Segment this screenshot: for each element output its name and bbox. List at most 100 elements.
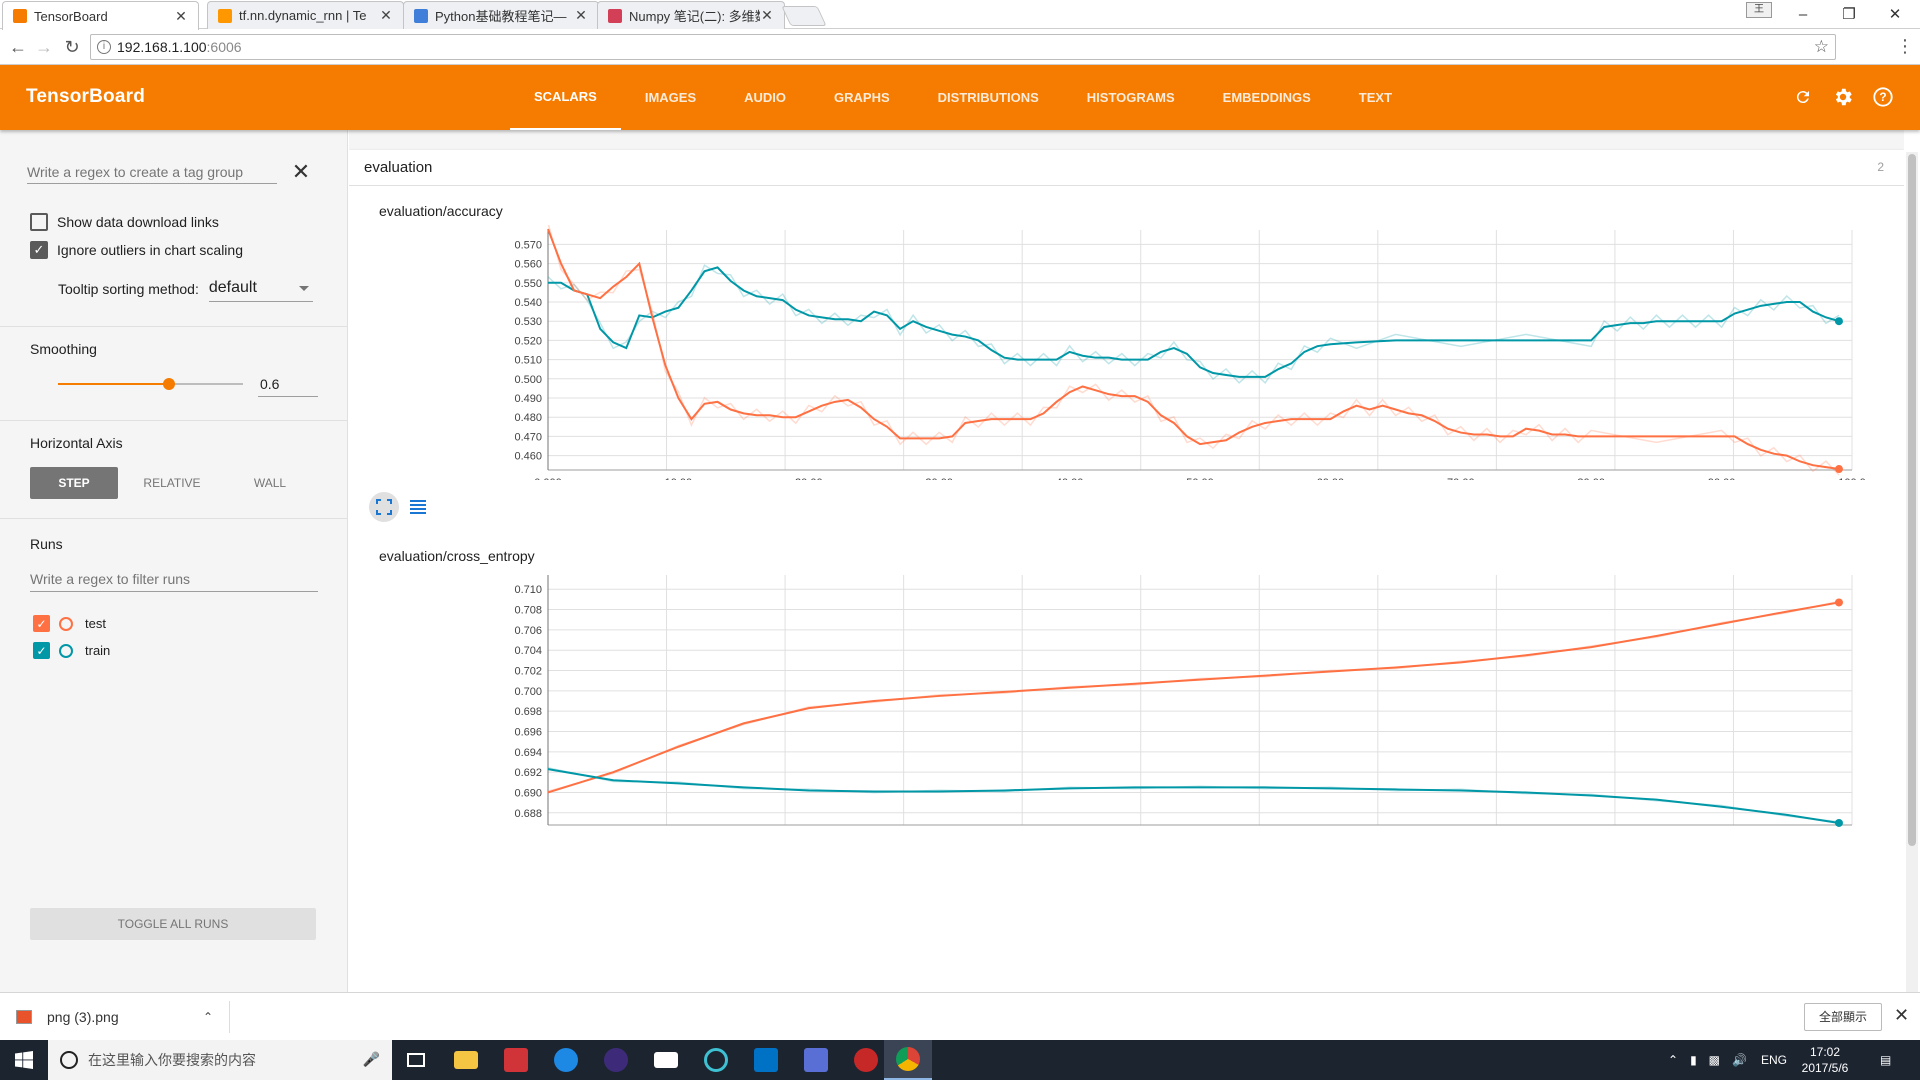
- ignore-outliers-toggle[interactable]: ✓ Ignore outliers in chart scaling: [30, 241, 243, 259]
- run-name: test: [85, 616, 106, 631]
- expand-chart-icon[interactable]: [369, 492, 399, 522]
- tab-audio[interactable]: AUDIO: [744, 90, 787, 105]
- tab-close-icon[interactable]: ✕: [175, 7, 187, 24]
- axis-option-step[interactable]: STEP: [30, 467, 118, 499]
- tab-text[interactable]: TEXT: [1358, 90, 1393, 105]
- smoothing-value-input[interactable]: 0.6: [258, 373, 318, 397]
- tab-scalars[interactable]: SCALARS: [510, 65, 621, 130]
- outlook-icon[interactable]: [742, 1040, 790, 1080]
- tab-histograms[interactable]: HISTOGRAMS: [1086, 90, 1175, 105]
- tab-graphs[interactable]: GRAPHS: [834, 90, 890, 105]
- smoothing-slider-knob[interactable]: [163, 378, 175, 390]
- chart-title-cross-entropy: evaluation/cross_entropy: [379, 548, 535, 564]
- help-icon[interactable]: ?: [1871, 85, 1895, 109]
- close-window-icon[interactable]: ✕: [1888, 6, 1902, 23]
- language-indicator[interactable]: ENG: [1760, 1053, 1787, 1067]
- url-field[interactable]: i 192.168.1.100:6006 ☆: [90, 34, 1836, 60]
- y-tick-label: 0.704: [514, 645, 542, 657]
- download-item[interactable]: png (3).png ⌃: [16, 1001, 230, 1033]
- battery-icon[interactable]: ▮: [1690, 1053, 1697, 1067]
- chart-grid: [547, 575, 1853, 825]
- back-icon[interactable]: ←: [9, 36, 27, 57]
- action-center-icon[interactable]: ▤: [1880, 1053, 1892, 1067]
- tag-group-header[interactable]: evaluation 2: [349, 150, 1904, 186]
- close-download-bar-icon[interactable]: ✕: [1894, 1005, 1910, 1025]
- clear-regex-icon[interactable]: ✕: [291, 159, 311, 184]
- tray-chevron-up-icon[interactable]: ⌃: [1668, 1053, 1679, 1067]
- tab-title: tf.nn.dynamic_rnn | Te: [239, 8, 367, 23]
- y-tick-label: 0.550: [514, 278, 542, 290]
- smoothing-slider-fill: [58, 383, 169, 385]
- cross-entropy-chart[interactable]: 0.688 0.690 0.692 0.694 0.696 0.698 0.700 0.702…: [349, 570, 1904, 830]
- taskbar-search-box[interactable]: 在这里输入你要搜索的内容 🎤: [48, 1040, 392, 1080]
- scrollbar-thumb[interactable]: [1908, 154, 1916, 846]
- x-tick-label: 70.00: [1447, 477, 1475, 480]
- chrome-taskbar-icon[interactable]: [884, 1040, 932, 1080]
- accuracy-chart[interactable]: 0.460 0.470 0.480 0.490 0.500 0.510 0.520 0.530…: [349, 225, 1904, 480]
- tab-embeddings[interactable]: EMBEDDINGS: [1222, 90, 1311, 105]
- windows-start-icon[interactable]: [0, 1040, 48, 1080]
- smoothing-slider[interactable]: [58, 378, 243, 390]
- settings-gear-icon[interactable]: [1831, 85, 1855, 109]
- app-red-icon[interactable]: [492, 1040, 540, 1080]
- taskbar-clock[interactable]: 17:02 2017/5/6: [1790, 1044, 1860, 1076]
- mail-icon[interactable]: [642, 1040, 690, 1080]
- run-checkbox[interactable]: ✓: [33, 615, 50, 632]
- file-explorer-icon[interactable]: [442, 1040, 490, 1080]
- tab-images[interactable]: IMAGES: [644, 90, 697, 105]
- edge-browser-icon[interactable]: [542, 1040, 590, 1080]
- task-view-icon[interactable]: [392, 1040, 440, 1080]
- toggle-log-scale-icon[interactable]: [403, 492, 433, 522]
- browser-menu-icon[interactable]: ⋮: [1896, 36, 1914, 56]
- toggle-all-runs-button[interactable]: TOGGLE ALL RUNS: [30, 908, 316, 940]
- series-line-train: [548, 266, 1840, 378]
- browser-tab[interactable]: Numpy 笔记(二): 多维数 ✕: [597, 1, 785, 29]
- browser-tab[interactable]: tf.nn.dynamic_rnn | Te ✕: [207, 1, 404, 29]
- microphone-icon[interactable]: 🎤: [362, 1051, 380, 1067]
- browser-tab[interactable]: TensorBoard ✕: [2, 1, 199, 30]
- browser-tab[interactable]: Python基础教程笔记— ✕: [403, 1, 599, 29]
- axis-option-relative[interactable]: RELATIVE: [143, 476, 201, 490]
- run-row-train[interactable]: ✓ train: [33, 642, 110, 659]
- new-tab-button[interactable]: [781, 6, 827, 26]
- tooltip-sorting-select[interactable]: default: [208, 276, 313, 302]
- axis-option-wall[interactable]: WALL: [253, 476, 287, 490]
- network-tool-icon[interactable]: [792, 1040, 840, 1080]
- info-icon[interactable]: i: [97, 40, 111, 54]
- network-icon[interactable]: ▩: [1708, 1053, 1721, 1067]
- bookmark-star-icon[interactable]: ☆: [1813, 37, 1829, 56]
- chevron-up-icon[interactable]: ⌃: [202, 1010, 213, 1024]
- show-all-downloads-button[interactable]: 全部顯示: [1804, 1003, 1882, 1031]
- search-app-icon[interactable]: [692, 1040, 740, 1080]
- browser-tab-strip: TensorBoard ✕ tf.nn.dynamic_rnn | Te ✕ Pytho…: [0, 0, 1920, 30]
- show-download-links-toggle[interactable]: Show data download links: [30, 213, 219, 231]
- eclipse-icon[interactable]: [592, 1040, 640, 1080]
- app-tools-icon[interactable]: [842, 1040, 890, 1080]
- system-tray: ⌃ ▮ ▩ 🔊 ENG: [1668, 1040, 1787, 1080]
- divider: [0, 518, 348, 519]
- refresh-icon[interactable]: [1791, 85, 1815, 109]
- tag-regex-input[interactable]: [27, 160, 277, 184]
- horizontal-axis-title: Horizontal Axis: [30, 435, 123, 451]
- tooltip-sorting-label: Tooltip sorting method:: [58, 281, 199, 297]
- maximize-icon[interactable]: ❐: [1842, 6, 1856, 23]
- tab-close-icon[interactable]: ✕: [761, 7, 773, 23]
- show-download-links-checkbox[interactable]: [30, 213, 48, 231]
- page-scrollbar[interactable]: [1906, 152, 1918, 992]
- forward-icon[interactable]: →: [35, 36, 53, 57]
- tab-close-icon[interactable]: ✕: [575, 7, 587, 23]
- clock-date: 2017/5/6: [1801, 1061, 1849, 1075]
- volume-icon[interactable]: 🔊: [1732, 1053, 1747, 1067]
- run-row-test[interactable]: ✓ test: [33, 615, 106, 632]
- tooltip-sorting-row: Tooltip sorting method: default: [58, 276, 313, 302]
- minimize-icon[interactable]: –: [1798, 5, 1808, 23]
- ignore-outliers-checkbox[interactable]: ✓: [30, 241, 48, 259]
- y-tick-label: 0.520: [514, 335, 542, 347]
- ignore-outliers-label: Ignore outliers in chart scaling: [57, 242, 243, 258]
- tab-distributions[interactable]: DISTRIBUTIONS: [937, 90, 1039, 105]
- run-checkbox[interactable]: ✓: [33, 642, 50, 659]
- reload-icon[interactable]: ↻: [64, 36, 80, 57]
- tab-close-icon[interactable]: ✕: [380, 7, 392, 23]
- runs-filter-input[interactable]: Write a regex to filter runs: [30, 568, 318, 592]
- profile-badge[interactable]: 王: [1746, 2, 1772, 18]
